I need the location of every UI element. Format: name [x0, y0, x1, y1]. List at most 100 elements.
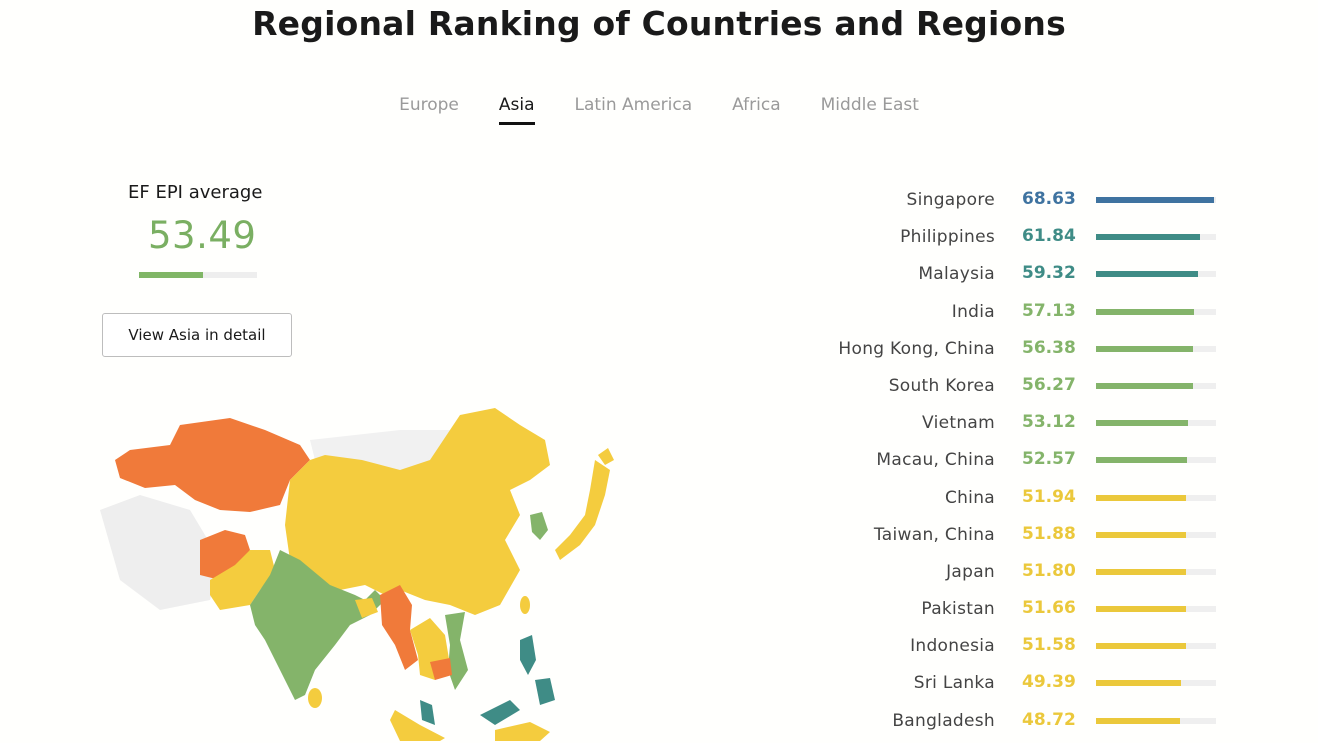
ranking-score: 53.12 — [1022, 412, 1076, 433]
ranking-country: Japan — [946, 561, 995, 582]
ranking-bar-track — [1096, 234, 1216, 241]
ranking-row[interactable]: Hong Kong, China 56.38 — [780, 334, 1240, 371]
ranking-bar-track — [1096, 345, 1216, 352]
ranking-bar-fill — [1096, 271, 1198, 278]
tab-europe[interactable]: Europe — [399, 95, 459, 115]
ranking-bar-fill — [1096, 717, 1180, 724]
map-country-india[interactable] — [250, 550, 385, 700]
ranking-score: 57.13 — [1022, 300, 1076, 321]
map-country-malaysia[interactable] — [420, 700, 435, 725]
ranking-bar-fill — [1096, 680, 1182, 687]
ranking-score: 51.66 — [1022, 598, 1076, 619]
ranking-country: Macau, China — [876, 450, 995, 471]
ranking-country: Indonesia — [910, 636, 995, 657]
ranking-country: Sri Lanka — [913, 673, 995, 694]
map-country-pakistan[interactable] — [210, 550, 275, 610]
tab-middle-east[interactable]: Middle East — [820, 95, 919, 115]
map-malaysia-borneo — [480, 700, 520, 725]
ranking-row[interactable]: Bangladesh 48.72 — [780, 706, 1240, 743]
page-title: Regional Ranking of Countries and Region… — [252, 4, 1066, 43]
ranking-bar-fill — [1096, 382, 1194, 389]
ranking-bar-fill — [1096, 234, 1201, 241]
ranking-country: Hong Kong, China — [838, 338, 995, 359]
ranking-row[interactable]: Malaysia 59.32 — [780, 259, 1240, 296]
ranking-score: 49.39 — [1022, 672, 1076, 693]
ranking-country: India — [951, 301, 995, 322]
map-country-indonesia[interactable] — [390, 710, 445, 741]
ranking-bar-track — [1096, 717, 1216, 724]
ranking-score: 56.38 — [1022, 337, 1076, 358]
ranking-country: Pakistan — [921, 599, 995, 620]
map-country-myanmar[interactable] — [380, 585, 418, 670]
ranking-score: 51.80 — [1022, 560, 1076, 581]
ranking-country: Bangladesh — [892, 710, 995, 731]
ranking-bar-fill — [1096, 197, 1214, 203]
ranking-bar-track — [1096, 494, 1216, 501]
ranking-score: 51.94 — [1022, 486, 1076, 507]
ranking-country: Philippines — [900, 227, 995, 248]
ranking-row[interactable]: Indonesia 51.58 — [780, 631, 1240, 668]
ranking-score: 51.58 — [1022, 635, 1076, 656]
ranking-score: 68.63 — [1022, 189, 1076, 209]
ranking-row[interactable]: Japan 51.80 — [780, 557, 1240, 594]
average-label: EF EPI average — [128, 182, 263, 203]
ranking-bar-fill — [1096, 568, 1186, 575]
asia-map[interactable] — [100, 400, 640, 741]
ranking-bar-track — [1096, 420, 1216, 427]
map-country-south-korea[interactable] — [530, 512, 548, 540]
ranking-row[interactable]: China 51.94 — [780, 483, 1240, 520]
ranking-country: Singapore — [906, 190, 995, 210]
ranking-row[interactable]: Singapore 68.63 — [780, 185, 1240, 222]
average-bar-track — [139, 272, 257, 278]
ranking-bar-fill — [1096, 494, 1186, 501]
ranking-row[interactable]: India 57.13 — [780, 297, 1240, 334]
map-indonesia-east — [495, 722, 550, 741]
view-detail-button[interactable]: View Asia in detail — [102, 313, 292, 357]
ranking-bar-track — [1096, 382, 1216, 389]
ranking-bar-track — [1096, 568, 1216, 575]
map-region-west — [100, 495, 220, 610]
ranking-country: Taiwan, China — [873, 524, 995, 545]
ranking-score: 51.88 — [1022, 523, 1076, 544]
region-tabs: Europe Asia Latin America Africa Middle … — [0, 95, 1318, 125]
ranking-row[interactable]: Macau, China 52.57 — [780, 445, 1240, 482]
map-country-sri-lanka[interactable] — [308, 688, 322, 708]
ranking-row[interactable]: Taiwan, China 51.88 — [780, 520, 1240, 557]
ranking-bar-track — [1096, 643, 1216, 650]
ranking-bar-fill — [1096, 531, 1186, 538]
ranking-bar-track — [1096, 680, 1216, 687]
map-country-japan[interactable] — [555, 460, 610, 560]
map-country-philippines[interactable] — [520, 635, 536, 675]
ranking-row[interactable]: Sri Lanka 49.39 — [780, 668, 1240, 705]
map-country-bangladesh[interactable] — [355, 598, 378, 618]
map-country-kazakhstan[interactable] — [115, 418, 310, 512]
map-country-china[interactable] — [285, 408, 550, 615]
ranking-country: Malaysia — [918, 264, 995, 285]
ranking-bar-fill — [1096, 345, 1194, 352]
ranking-row[interactable]: Philippines 61.84 — [780, 222, 1240, 259]
ranking-row[interactable]: Vietnam 53.12 — [780, 408, 1240, 445]
ranking-row[interactable]: South Korea 56.27 — [780, 371, 1240, 408]
ranking-list: Singapore 68.63 Philippines 61.84 Malaysia 59… — [780, 185, 1240, 743]
ranking-score: 59.32 — [1022, 263, 1076, 284]
map-philippines-south — [535, 678, 555, 705]
average-value: 53.49 — [148, 214, 257, 257]
ranking-row[interactable]: Pakistan 51.66 — [780, 594, 1240, 631]
ranking-bar-fill — [1096, 606, 1186, 613]
tab-latin-america[interactable]: Latin America — [574, 95, 693, 115]
map-japan-north — [598, 448, 614, 465]
ranking-bar-fill — [1096, 457, 1188, 464]
tab-asia[interactable]: Asia — [498, 95, 535, 125]
ranking-score: 61.84 — [1022, 226, 1076, 247]
ranking-country: South Korea — [888, 375, 995, 396]
average-bar-fill — [139, 272, 203, 278]
ranking-score: 56.27 — [1022, 374, 1076, 395]
ranking-bar-fill — [1096, 308, 1195, 315]
tab-africa[interactable]: Africa — [732, 95, 781, 115]
ranking-bar-track — [1096, 197, 1216, 203]
map-country-taiwan[interactable] — [520, 596, 530, 614]
ranking-country: Vietnam — [922, 413, 995, 434]
ranking-bar-track — [1096, 531, 1216, 538]
map-country-cambodia[interactable] — [430, 658, 452, 680]
map-country-vietnam[interactable] — [445, 612, 468, 690]
